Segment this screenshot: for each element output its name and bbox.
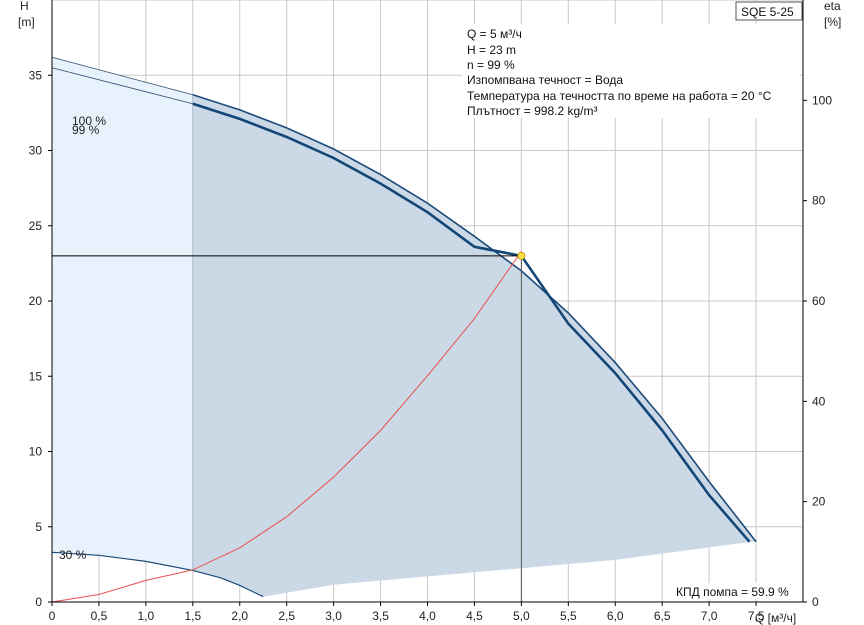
operating-area [192, 94, 757, 597]
info-line-density: Плътност = 998.2 kg/m³ [467, 104, 597, 118]
x-tick-label: 3,0 [325, 609, 342, 623]
efficiency-curve [51, 251, 522, 603]
x-tick-label: 6,0 [607, 609, 624, 623]
x-tick-label: 6,5 [654, 609, 671, 623]
x-tick-label: 2,5 [278, 609, 295, 623]
y-left-label-symbol: H [20, 0, 29, 13]
x-tick-label: 4,0 [419, 609, 436, 623]
info-line-h: H = 23 m [467, 43, 516, 57]
axes [48, 0, 807, 606]
x-tick-label: 7,0 [701, 609, 718, 623]
model-box [735, 1, 803, 21]
x-tick-label: 0 [49, 609, 56, 623]
curve-label-30: 30 % [59, 548, 87, 562]
y-left-tick-label: 10 [29, 445, 43, 459]
x-tick-label: 5,0 [513, 609, 530, 623]
y-right-label-symbol: eta [824, 0, 841, 13]
curve-99 [192, 102, 751, 543]
info-line-temperature: Температура на течността по време на раб… [467, 89, 772, 103]
y-right-label-unit: [%] [824, 15, 841, 29]
y-right-tick-label: 20 [812, 495, 826, 509]
y-right-tick-label: 100 [812, 93, 832, 107]
tick-labels: 0 0,5 1,0 1,5 2,0 2,5 3,0 3,5 4,0 4,5 5,0 5,5 6,0 6,5… [29, 68, 833, 623]
y-right-tick-label: 0 [812, 595, 819, 609]
info-line-n: n = 99 % [467, 58, 515, 72]
info-line-liquid: Изпомпвана течност = Вода [467, 73, 623, 87]
x-tick-label: 4,5 [466, 609, 483, 623]
y-right-tick-label: 80 [812, 194, 826, 208]
curve-99-extension [51, 67, 193, 105]
x-tick-label: 7,5 [748, 609, 765, 623]
x-tick-label: 1,5 [184, 609, 201, 623]
curve-label-99: 99 % [72, 123, 100, 137]
efficiency-box [672, 583, 800, 599]
y-left-tick-label: 5 [35, 520, 42, 534]
operating-areas [52, 57, 757, 597]
x-tick-label: 0,5 [91, 609, 108, 623]
x-tick-label: 5,5 [560, 609, 577, 623]
y-left-tick-label: 35 [29, 68, 43, 82]
info-line-q: Q = 5 м³/ч [467, 27, 522, 41]
low-flow-area [52, 57, 193, 571]
model-label: SQE 5-25 [741, 5, 794, 19]
curve-label-100: 100 % [72, 114, 106, 128]
operating-point-marker [517, 251, 526, 260]
y-right-tick-label: 40 [812, 394, 826, 408]
curve-100-extension [51, 56, 193, 96]
x-axis-label: Q [м³/ч] [755, 611, 796, 625]
y-left-tick-label: 30 [29, 144, 43, 158]
y-right-tick-label: 60 [812, 294, 826, 308]
info-box [462, 24, 800, 118]
y-left-tick-label: 25 [29, 219, 43, 233]
x-tick-label: 2,0 [231, 609, 248, 623]
y-left-tick-label: 20 [29, 294, 43, 308]
efficiency-label: КПД помпа = 59.9 % [676, 585, 789, 599]
curve-100 [192, 94, 757, 543]
y-left-label-unit: [m] [18, 15, 35, 29]
y-left-tick-label: 0 [35, 595, 42, 609]
y-left-tick-label: 15 [29, 369, 43, 383]
x-tick-label: 3,5 [372, 609, 389, 623]
curves [51, 56, 757, 603]
x-tick-label: 1,0 [138, 609, 155, 623]
